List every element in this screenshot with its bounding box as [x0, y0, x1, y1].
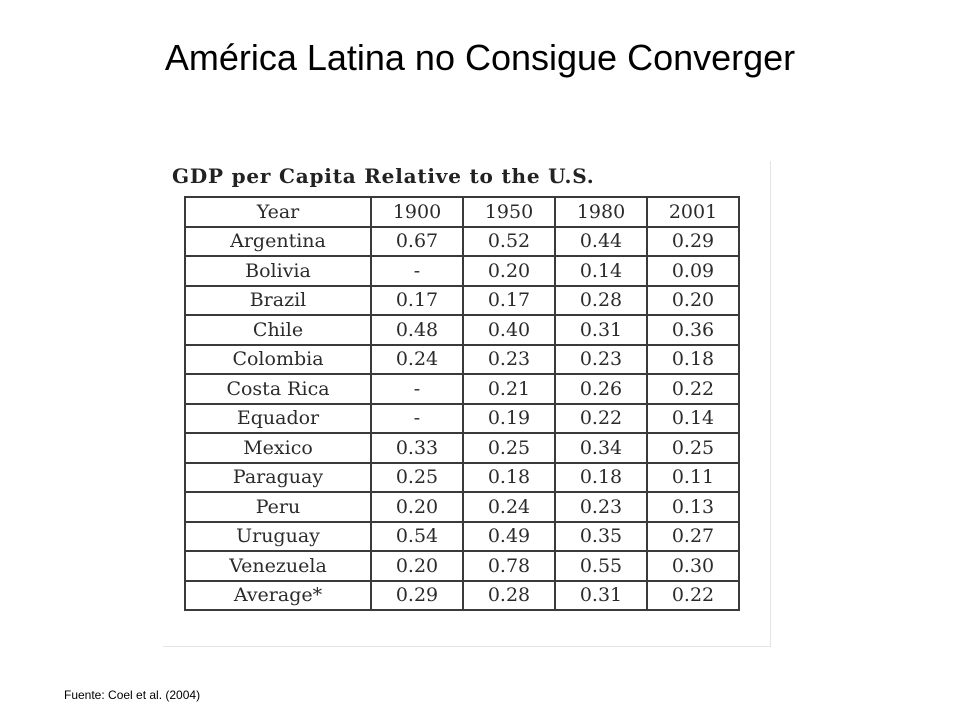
value-cell: 0.27 [646, 520, 740, 552]
value-cell: 0.24 [462, 491, 556, 523]
table-row: Brazil 0.17 0.17 0.28 0.20 [184, 284, 740, 316]
table-row: Chile 0.48 0.40 0.31 0.36 [184, 314, 740, 346]
value-cell: 0.24 [370, 343, 464, 375]
value-cell: 0.23 [462, 343, 556, 375]
row-label-cell: Peru [184, 491, 372, 523]
row-label-cell: Venezuela [184, 550, 372, 582]
value-cell: 0.28 [554, 284, 648, 316]
table-row: Paraguay 0.25 0.18 0.18 0.11 [184, 461, 740, 493]
value-cell: 0.22 [646, 373, 740, 405]
value-cell: 0.13 [646, 491, 740, 523]
value-cell: 0.17 [462, 284, 556, 316]
value-cell: - [370, 373, 464, 405]
row-label-cell: Uruguay [184, 520, 372, 552]
value-cell: 0.30 [646, 550, 740, 582]
row-label-cell: Mexico [184, 432, 372, 464]
value-cell: 0.22 [554, 402, 648, 434]
value-cell: 0.20 [462, 255, 556, 287]
value-cell: 0.22 [646, 579, 740, 611]
value-cell: 0.18 [646, 343, 740, 375]
value-cell: 0.29 [646, 225, 740, 257]
value-cell: 1950 [462, 196, 556, 228]
value-cell: 0.78 [462, 550, 556, 582]
value-cell: 1980 [554, 196, 648, 228]
value-cell: 0.29 [370, 579, 464, 611]
value-cell: 0.34 [554, 432, 648, 464]
value-cell: 0.20 [646, 284, 740, 316]
value-cell: 0.25 [646, 432, 740, 464]
value-cell: 1900 [370, 196, 464, 228]
value-cell: 0.20 [370, 491, 464, 523]
value-cell: 0.25 [370, 461, 464, 493]
value-cell: 0.52 [462, 225, 556, 257]
gdp-per-capita-table: Year 1900 1950 1980 2001 Argentina 0.67 0.52 0.4… [184, 196, 740, 611]
gdp-table-figure: GDP per Capita Relative to the U.S. Year… [162, 160, 770, 646]
table-header-row: Year 1900 1950 1980 2001 [184, 196, 740, 228]
value-cell: 0.19 [462, 402, 556, 434]
value-cell: 0.48 [370, 314, 464, 346]
table-row: Uruguay 0.54 0.49 0.35 0.27 [184, 520, 740, 552]
row-label-cell: Equador [184, 402, 372, 434]
table-row: Costa Rica -0.21 0.26 0.22 [184, 373, 740, 405]
source-note: Fuente: Coel et al. (2004) [64, 688, 201, 702]
slide-title: América Latina no Consigue Converger [164, 37, 796, 78]
table-row: Venezuela 0.20 0.78 0.55 0.30 [184, 550, 740, 582]
table-row: Equador -0.19 0.22 0.14 [184, 402, 740, 434]
value-cell: - [370, 402, 464, 434]
table-row: Argentina 0.67 0.52 0.44 0.29 [184, 225, 740, 257]
value-cell: 0.36 [646, 314, 740, 346]
value-cell: 0.44 [554, 225, 648, 257]
table-row: Peru 0.20 0.24 0.23 0.13 [184, 491, 740, 523]
row-label-cell: Year [184, 196, 372, 228]
value-cell: 0.67 [370, 225, 464, 257]
value-cell: 0.31 [554, 314, 648, 346]
table-row: Bolivia -0.20 0.14 0.09 [184, 255, 740, 287]
value-cell: 0.49 [462, 520, 556, 552]
table-body: Year 1900 1950 1980 2001 Argentina 0.67 0.52 0.4… [184, 196, 740, 611]
value-cell: 0.25 [462, 432, 556, 464]
value-cell: 0.11 [646, 461, 740, 493]
table-row: Colombia 0.24 0.23 0.23 0.18 [184, 343, 740, 375]
row-label-cell: Costa Rica [184, 373, 372, 405]
value-cell: 0.23 [554, 343, 648, 375]
row-label-cell: Average* [184, 579, 372, 611]
value-cell: 0.26 [554, 373, 648, 405]
value-cell: 0.55 [554, 550, 648, 582]
value-cell: 0.18 [554, 461, 648, 493]
value-cell: 0.33 [370, 432, 464, 464]
value-cell: 0.31 [554, 579, 648, 611]
row-label-cell: Argentina [184, 225, 372, 257]
row-label-cell: Brazil [184, 284, 372, 316]
table-row: Average* 0.29 0.28 0.31 0.22 [184, 579, 740, 611]
value-cell: 0.21 [462, 373, 556, 405]
table-caption: GDP per Capita Relative to the U.S. [172, 164, 595, 188]
value-cell: 0.17 [370, 284, 464, 316]
row-label-cell: Paraguay [184, 461, 372, 493]
value-cell: 0.14 [646, 402, 740, 434]
row-label-cell: Bolivia [184, 255, 372, 287]
table-row: Mexico 0.33 0.25 0.34 0.25 [184, 432, 740, 464]
value-cell: 0.20 [370, 550, 464, 582]
value-cell: 0.18 [462, 461, 556, 493]
row-label-cell: Chile [184, 314, 372, 346]
value-cell: - [370, 255, 464, 287]
row-label-cell: Colombia [184, 343, 372, 375]
value-cell: 0.28 [462, 579, 556, 611]
value-cell: 0.09 [646, 255, 740, 287]
value-cell: 0.14 [554, 255, 648, 287]
value-cell: 0.23 [554, 491, 648, 523]
value-cell: 0.35 [554, 520, 648, 552]
value-cell: 0.40 [462, 314, 556, 346]
value-cell: 0.54 [370, 520, 464, 552]
value-cell: 2001 [646, 196, 740, 228]
